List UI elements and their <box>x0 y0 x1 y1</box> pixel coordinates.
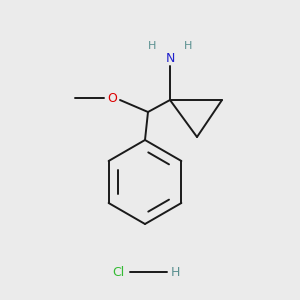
Text: N: N <box>165 52 175 64</box>
Text: H: H <box>170 266 180 278</box>
Text: H: H <box>148 41 156 51</box>
Text: O: O <box>107 92 117 104</box>
Text: H: H <box>184 41 192 51</box>
Text: Cl: Cl <box>112 266 124 278</box>
